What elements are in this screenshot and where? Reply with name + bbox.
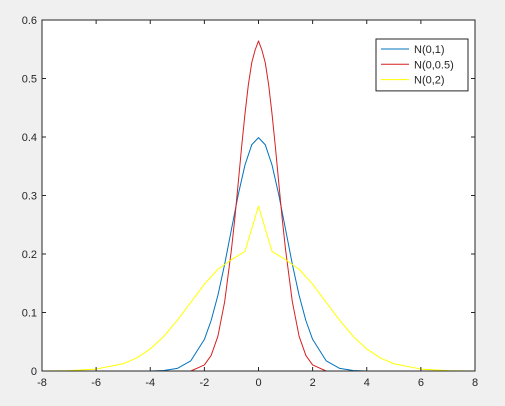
y-tick-label: 0.2 xyxy=(22,249,37,261)
x-tick-label: 4 xyxy=(364,377,370,389)
y-tick-label: 0.5 xyxy=(22,74,37,86)
legend-label-2: N(0,0.5) xyxy=(414,59,454,71)
x-tick-label: 2 xyxy=(310,377,316,389)
legend-box xyxy=(375,38,469,92)
axes-layer: -8 -6 -4 -2 0 2 4 6 8 0 0.1 0.2 0.3 0.4 0.5 0.6 xyxy=(22,15,478,389)
legend: N(0,1) N(0,0.5) N(0,2) xyxy=(375,38,469,92)
x-tick-label: -4 xyxy=(145,377,155,389)
x-tick-label: 0 xyxy=(255,377,261,389)
y-tick-label: 0.1 xyxy=(22,308,37,320)
x-tick-label: -6 xyxy=(91,377,101,389)
series-line-1 xyxy=(42,137,475,372)
legend-label-1: N(0,1) xyxy=(414,44,445,56)
y-tick-label: 0.3 xyxy=(22,191,37,203)
legend-label-3: N(0,2) xyxy=(414,75,445,87)
series-line-3 xyxy=(41,205,476,372)
y-tick-label: 0.4 xyxy=(22,132,37,144)
x-tick-label: 8 xyxy=(472,377,478,389)
y-tick-label: 0 xyxy=(31,366,37,378)
x-tick-label: -8 xyxy=(37,377,47,389)
series-layer xyxy=(41,40,476,372)
y-tick-label: 0.6 xyxy=(22,15,37,27)
x-tick-label: -2 xyxy=(199,377,209,389)
x-tick-label: 6 xyxy=(418,377,424,389)
series-line-2 xyxy=(42,40,475,372)
